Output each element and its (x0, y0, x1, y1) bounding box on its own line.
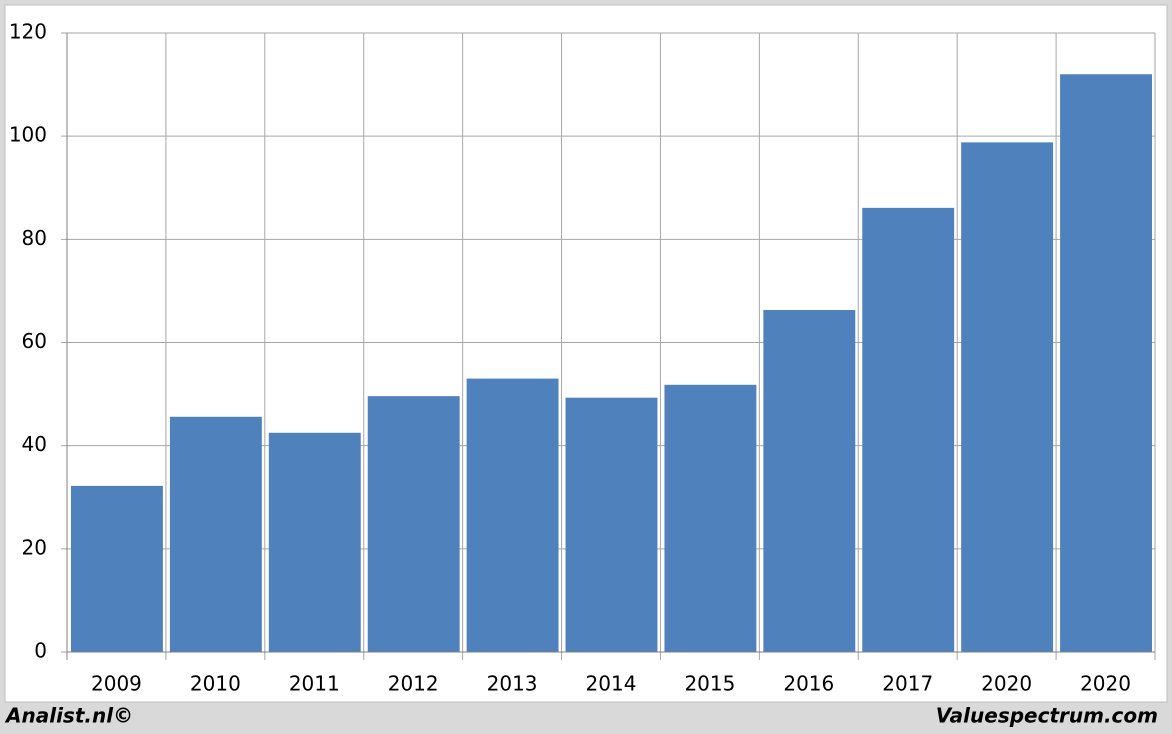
bar (1060, 74, 1152, 653)
bar (565, 397, 658, 652)
x-tick-label: 2017 (882, 672, 933, 696)
bar (367, 396, 460, 652)
y-tick-label: 0 (34, 639, 47, 663)
bar (862, 207, 955, 652)
x-tick-label: 2014 (586, 672, 637, 696)
x-tick-label: 2015 (684, 672, 735, 696)
x-tick-label: 2011 (289, 672, 340, 696)
y-tick-label: 100 (9, 123, 47, 147)
x-tick-label: 2016 (783, 672, 834, 696)
y-tick-label: 60 (22, 329, 47, 353)
bar (763, 310, 856, 652)
x-tick-label: 2010 (190, 672, 241, 696)
bar (268, 432, 361, 652)
x-tick-label: 2013 (487, 672, 538, 696)
bar (961, 142, 1054, 652)
y-tick-label: 20 (22, 535, 47, 559)
bar (169, 416, 262, 652)
bar (466, 378, 559, 652)
y-tick-label: 40 (22, 432, 47, 456)
y-tick-label: 120 (9, 20, 47, 44)
x-tick-label: 2012 (388, 672, 439, 696)
bar (664, 384, 757, 652)
footer-right: Valuespectrum.com (936, 704, 1158, 728)
x-tick-label: 2009 (91, 672, 142, 696)
x-tick-label: 2020 (981, 672, 1032, 696)
y-tick-label: 80 (22, 226, 47, 250)
footer-left: Analist.nl© (4, 704, 133, 728)
bar (71, 485, 163, 652)
x-tick-label: 2020 (1080, 672, 1131, 696)
